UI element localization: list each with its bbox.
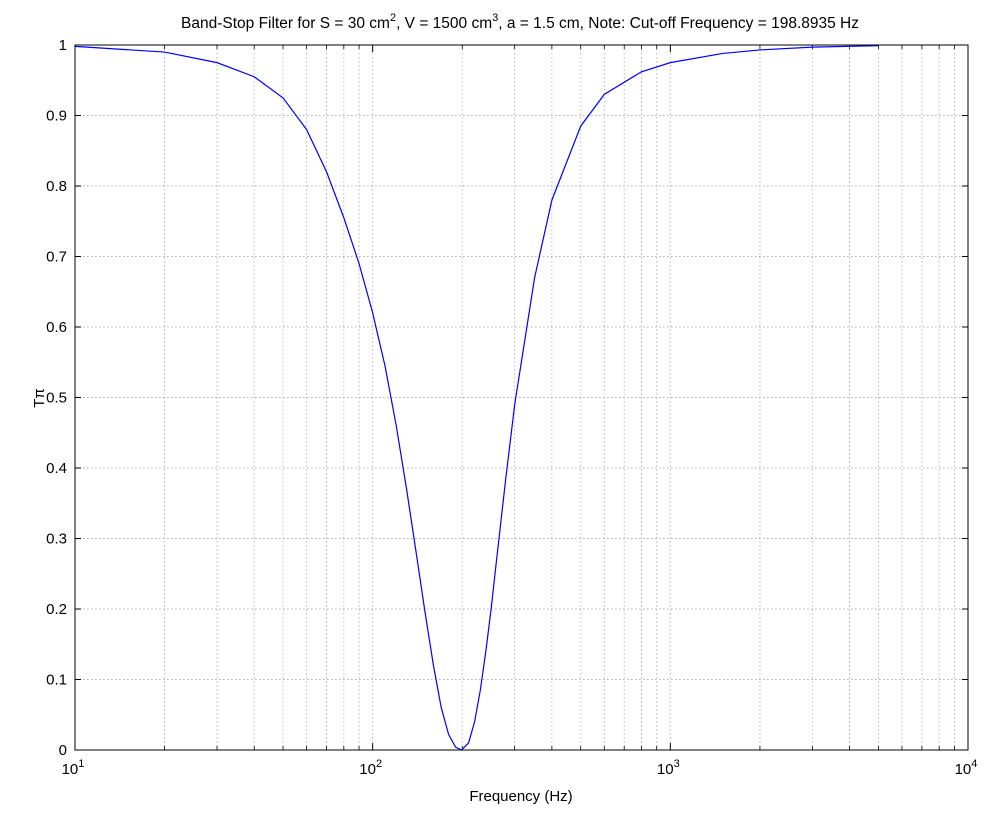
y-tick-label: 0.9: [46, 108, 67, 125]
x-tick-label-exponent: 3: [674, 758, 680, 770]
series-line: [74, 45, 879, 751]
x-tick-label-base: 10: [359, 761, 376, 778]
y-tick-label: 0.2: [46, 601, 67, 618]
y-tick-label: 0.4: [46, 460, 67, 477]
x-tick-label-base: 10: [955, 761, 972, 778]
title-suffix: , a = 1.5 cm, Note: Cut-off Frequency = …: [498, 15, 859, 32]
y-tick-label: 0.1: [46, 672, 67, 689]
x-tick-label-exponent: 2: [376, 758, 382, 770]
x-axis-label: Frequency (Hz): [469, 788, 572, 805]
title-prefix: Band-Stop Filter for S = 30 cm: [181, 15, 390, 32]
y-tick-label: 0.7: [46, 249, 67, 266]
x-tick-label: 102: [359, 758, 382, 778]
x-tick-label-exponent: 1: [78, 758, 84, 770]
title-superscript-1: 2: [390, 12, 396, 24]
title-middle: , V = 1500 cm: [396, 15, 492, 32]
x-tick-label-base: 10: [657, 761, 674, 778]
x-tick-label: 103: [657, 758, 680, 778]
x-tick-label-base: 10: [62, 761, 79, 778]
x-tick-label-exponent: 4: [971, 758, 977, 770]
x-tick-label: 104: [955, 758, 978, 778]
y-tick-label: 0.6: [46, 319, 67, 336]
plot-area: [74, 44, 969, 751]
x-tick-label: 101: [62, 758, 85, 778]
chart-title: Band-Stop Filter for S = 30 cm2, V = 150…: [181, 12, 859, 32]
y-tick-label: 0.5: [46, 390, 67, 407]
y-axis-label: Tπ: [31, 388, 48, 408]
y-tick-label: 0.3: [46, 531, 67, 548]
y-tick-label: 0: [59, 742, 67, 759]
y-tick-label: 0.8: [46, 178, 67, 195]
grid: [75, 45, 968, 750]
title-superscript-2: 3: [492, 12, 498, 24]
y-tick-label: 1: [59, 37, 67, 54]
